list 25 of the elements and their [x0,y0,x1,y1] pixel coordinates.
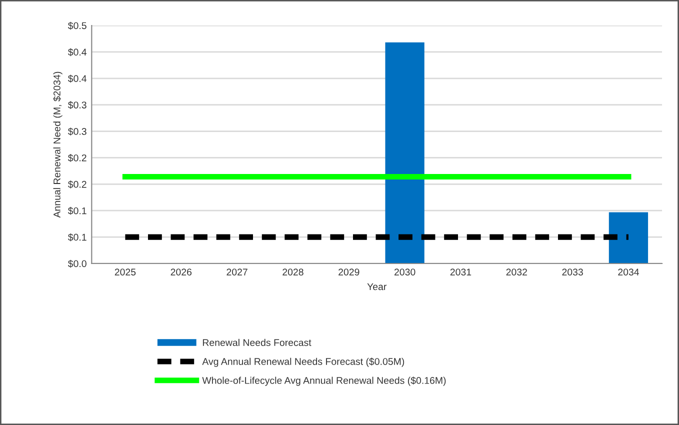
y-tick-label: $0.4 [68,48,87,56]
x-axis-title: Year [367,283,387,290]
x-tick-label: 2030 [394,268,416,276]
legend-label: Renewal Needs Forecast [202,338,312,346]
y-tick-label: $0.4 [68,74,87,83]
y-tick-label: $0.3 [68,101,86,110]
y-tick-label: $0.1 [68,206,86,215]
legend-label: Whole-of-Lifecycle Avg Annual Renewal Needs ($0.16M) [202,376,446,386]
y-tick-label: $0.0 [68,260,86,268]
x-tick-label: 2034 [618,268,640,276]
x-tick-label: 2032 [506,268,527,276]
y-tick-label: $0.3 [68,128,86,136]
y-tick-label: $0.2 [68,154,86,162]
y-axis-title: Annual Renewal Need (M, $2034) [53,72,62,218]
x-tick-label: 2028 [282,268,304,276]
y-tick-label: $0.5 [68,22,86,30]
y-tick-label: $0.2 [68,180,86,188]
x-tick-label: 2026 [170,268,192,276]
x-tick-label: 2029 [338,268,360,276]
y-tick-label: $0.1 [68,233,86,242]
x-tick-label: 2027 [226,268,248,276]
x-tick-label: 2025 [114,268,136,276]
legend-label: Avg Annual Renewal Needs Forecast ($0.05M) [202,358,404,367]
x-tick-label: 2033 [562,268,583,276]
x-tick-label: 2031 [450,268,472,276]
